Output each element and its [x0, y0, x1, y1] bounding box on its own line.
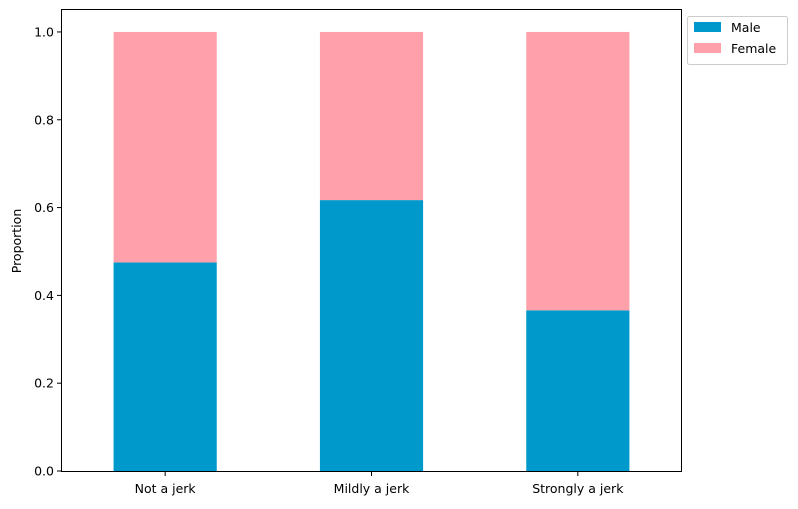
y-axis: 0.0 0.2 0.4 0.6 0.8 1.0 — [34, 24, 62, 479]
y-axis-label: Proportion — [9, 209, 24, 274]
legend-label-male: Male — [731, 20, 761, 35]
y-tick-label: 0.8 — [34, 112, 54, 127]
y-tick-label: 0.4 — [34, 288, 54, 303]
bar-male-1 — [113, 262, 217, 471]
x-axis: Not a jerk Mildly a jerk Strongly a jerk — [135, 471, 624, 496]
x-tick-label: Mildly a jerk — [334, 481, 410, 496]
y-tick-label: 1.0 — [34, 24, 54, 39]
bar-female-1 — [113, 31, 217, 263]
legend: Male Female — [687, 16, 788, 65]
x-tick-label: Not a jerk — [135, 481, 197, 496]
y-tick-label: 0.0 — [34, 464, 54, 479]
legend-swatch-female — [694, 43, 721, 53]
bar-male-2 — [319, 200, 424, 472]
legend-label-female: Female — [731, 41, 777, 56]
bar-male-3 — [526, 310, 630, 471]
bar-female-2 — [319, 31, 424, 201]
bars-layer — [113, 31, 630, 472]
x-tick-label: Strongly a jerk — [532, 481, 624, 496]
y-tick-label: 0.6 — [34, 200, 54, 215]
legend-swatch-male — [694, 22, 721, 32]
bar-female-3 — [526, 31, 630, 311]
y-tick-label: 0.2 — [34, 376, 54, 391]
